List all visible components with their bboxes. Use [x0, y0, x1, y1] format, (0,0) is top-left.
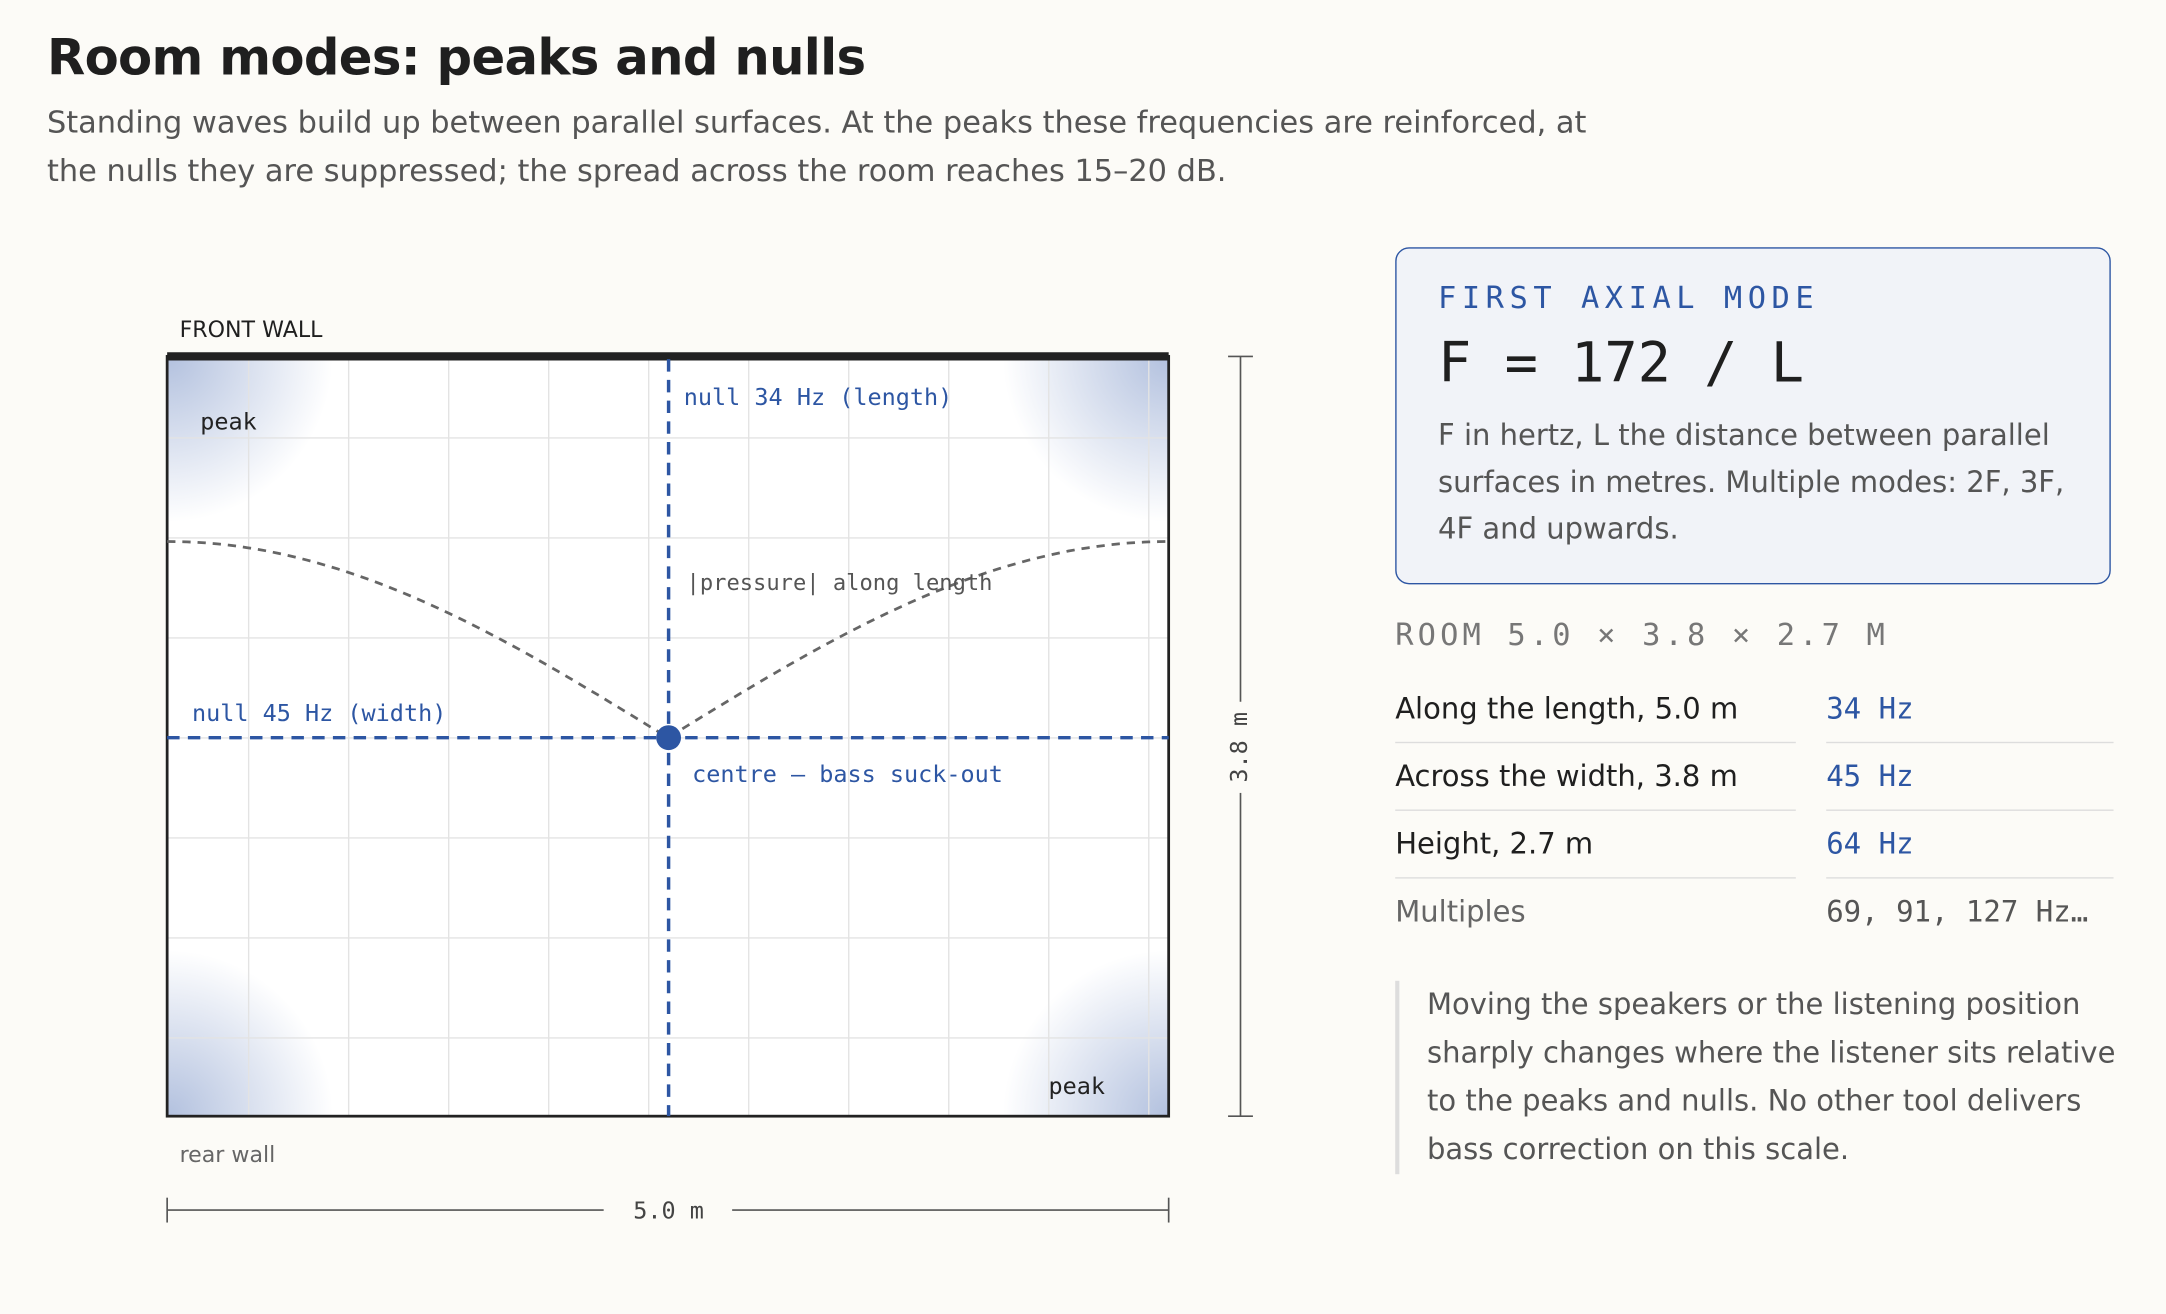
centre-point [656, 725, 682, 751]
row-label: Multiples [1395, 895, 1526, 929]
rear-wall-label: rear wall [180, 1142, 276, 1168]
width-dimension-label: 3.8 m [1225, 712, 1253, 783]
pressure-curve [167, 540, 1169, 740]
curve-label: |pressure| along length [687, 570, 993, 596]
card-label: FIRST AXIAL MODE [1438, 281, 1820, 317]
centre-label: centre — bass suck-out [692, 760, 1003, 788]
row-value: 69, 91, 127 Hz… [1826, 895, 2089, 929]
row-value: 34 Hz [1826, 676, 2114, 744]
card-formula: F = 172 / L [1438, 331, 1804, 396]
null-length-label: null 34 Hz (length) [684, 383, 952, 411]
length-dimension-label: 5.0 m [633, 1196, 704, 1224]
row-value: 64 Hz [1826, 811, 2114, 879]
null-width-label: null 45 Hz (width) [192, 699, 446, 727]
label-backdrop [1221, 701, 1260, 793]
room-diagram: FRONT WALL rear wall peak peak null 34 H… [165, 317, 1260, 1225]
peak-label: peak [200, 408, 257, 436]
card-text: F in hertz, L the distance between paral… [1438, 418, 2065, 546]
peak-label: peak [1048, 1072, 1105, 1100]
row-value: 45 Hz [1826, 743, 2114, 811]
note: Moving the speakers or the listening pos… [1395, 980, 2117, 1175]
formula-card: FIRST AXIAL MODE F = 172 / L F in hertz,… [1395, 247, 2111, 585]
subtitle: Standing waves build up between parallel… [46, 106, 1587, 190]
title: Room modes: peaks and nulls [46, 30, 866, 88]
row-label: Height, 2.7 m [1395, 811, 1796, 879]
length-dimension [166, 1197, 1170, 1223]
room-heading: ROOM 5.0 × 3.8 × 2.7 M [1395, 618, 1889, 654]
row-label: Across the width, 3.8 m [1395, 743, 1796, 811]
row-label: Along the length, 5.0 m [1395, 676, 1796, 744]
front-wall-label: FRONT WALL [180, 317, 324, 343]
